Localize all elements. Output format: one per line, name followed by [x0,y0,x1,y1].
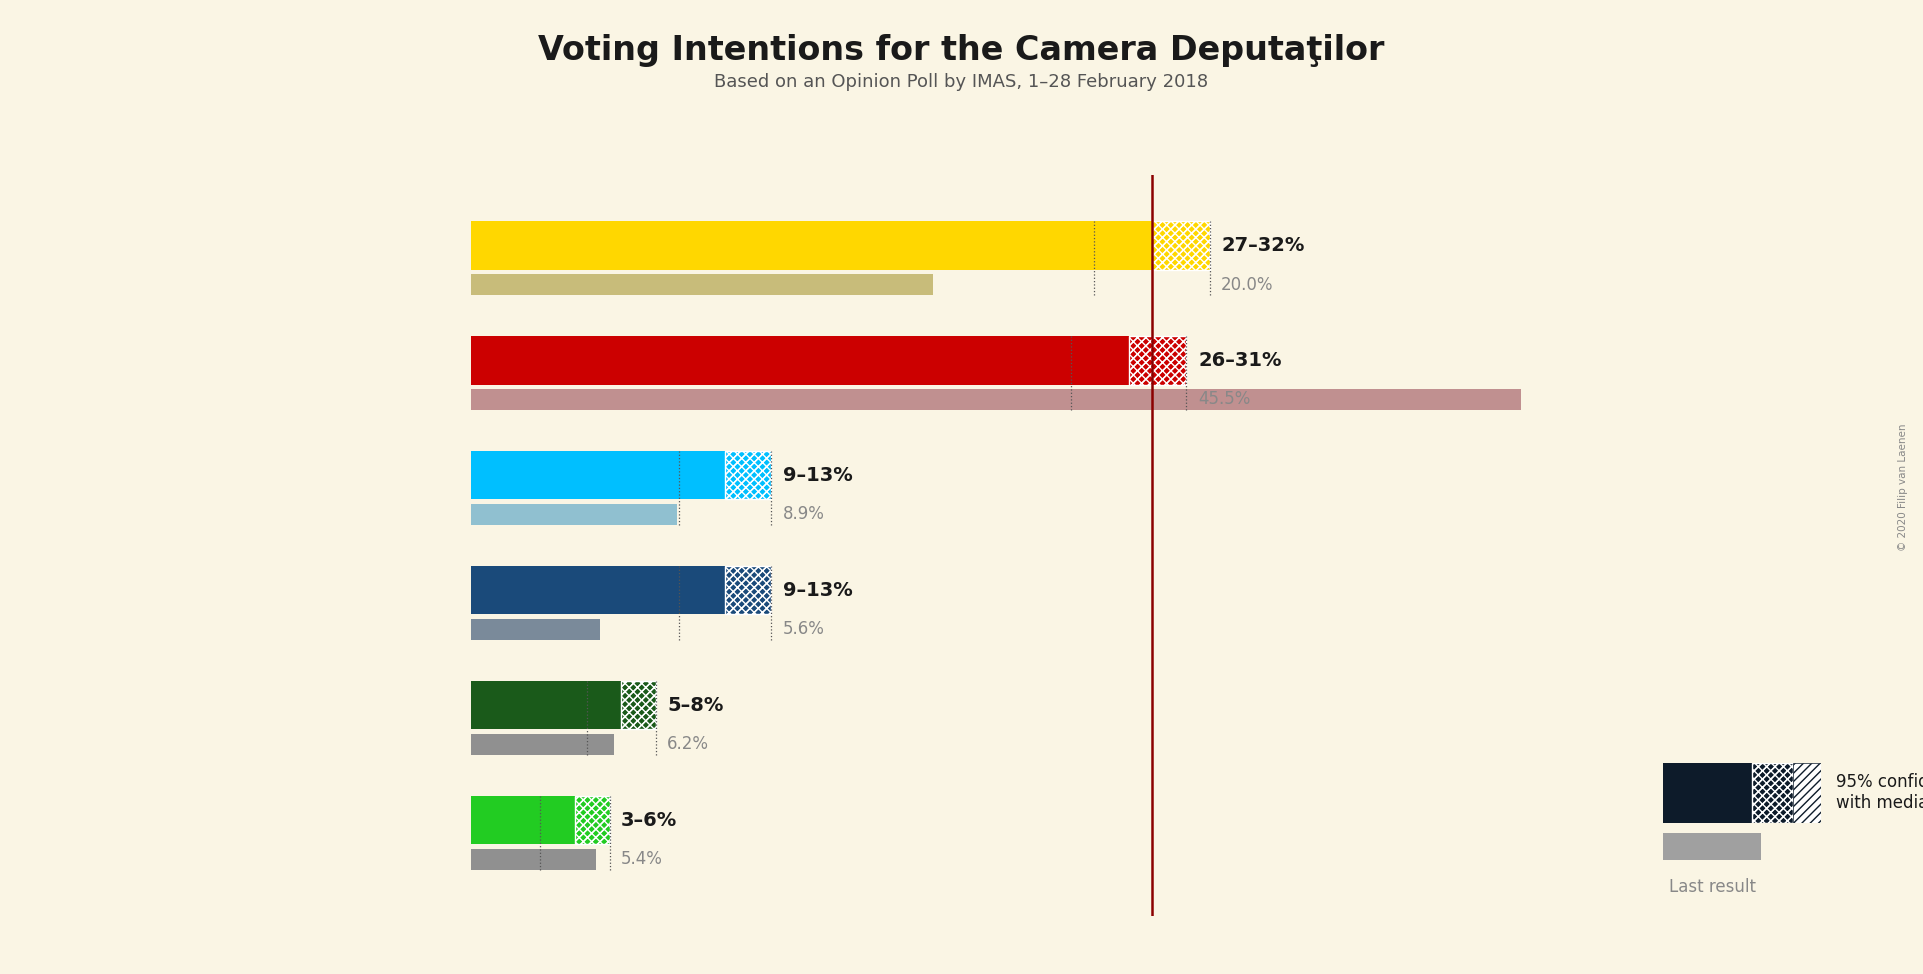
Text: 5.6%: 5.6% [783,620,825,638]
Bar [575,796,610,844]
Bar [471,619,600,640]
Bar [621,681,656,730]
Bar [1129,336,1186,385]
Bar [471,390,1521,410]
Text: 9–13%: 9–13% [783,581,852,600]
Text: 95% confidence interval
with median: 95% confidence interval with median [1836,773,1923,812]
Bar [621,681,656,730]
Bar [725,566,771,615]
Bar [1792,763,1821,823]
Bar [471,451,725,500]
Text: 45.5%: 45.5% [1198,391,1250,408]
Text: Last result: Last result [1669,878,1756,895]
Bar [471,274,933,295]
Bar [725,451,771,500]
Bar [1663,763,1752,823]
Text: © 2020 Filip van Laenen: © 2020 Filip van Laenen [1898,424,1908,550]
Text: 9–13%: 9–13% [783,466,852,485]
Bar [471,619,600,640]
Bar [471,734,613,755]
Text: 6.2%: 6.2% [667,735,710,753]
Bar [1752,763,1792,823]
Bar [471,336,1129,385]
Bar [471,734,613,755]
Bar [471,505,677,525]
Bar [1752,763,1792,823]
Bar [1152,221,1210,270]
Bar [471,390,1521,410]
Text: 8.9%: 8.9% [783,506,825,523]
Bar [1129,336,1186,385]
Bar [471,796,575,844]
Text: Voting Intentions for the Camera Deputaţilor: Voting Intentions for the Camera Deputaţ… [538,34,1385,67]
Bar [471,566,725,615]
Bar [471,849,596,870]
Text: 20.0%: 20.0% [1221,276,1273,293]
Bar [471,849,596,870]
Bar [575,796,610,844]
Text: 5–8%: 5–8% [667,695,723,715]
Text: 27–32%: 27–32% [1221,236,1304,255]
Bar [471,681,621,730]
Bar [725,451,771,500]
Bar [1792,763,1821,823]
Bar [725,566,771,615]
Bar [1152,221,1210,270]
Text: 5.4%: 5.4% [621,850,663,868]
Text: 3–6%: 3–6% [621,810,677,830]
Bar [471,505,677,525]
Bar [471,221,1152,270]
Bar [471,274,933,295]
Text: 26–31%: 26–31% [1198,351,1281,370]
Text: Based on an Opinion Poll by IMAS, 1–28 February 2018: Based on an Opinion Poll by IMAS, 1–28 F… [715,73,1208,91]
